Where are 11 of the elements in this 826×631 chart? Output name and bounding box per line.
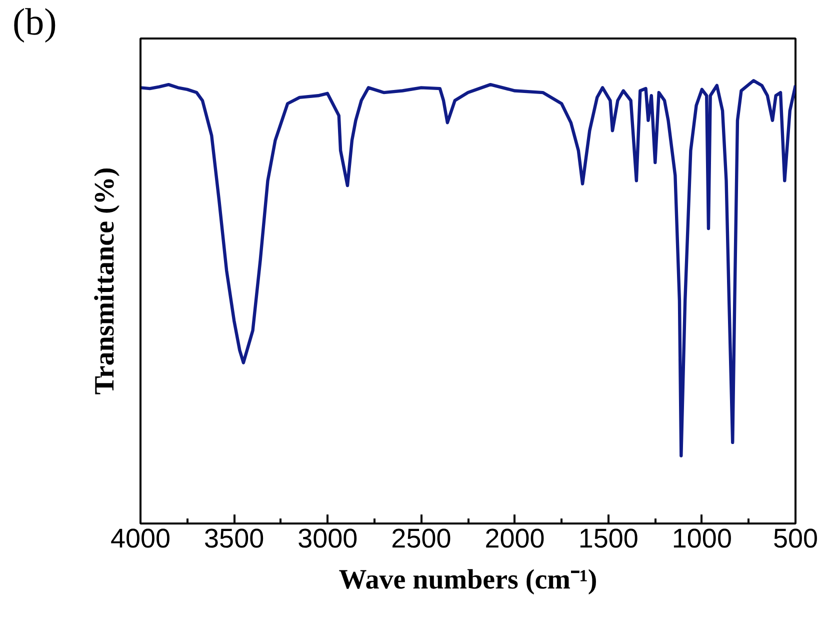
x-tick-label: 2000 (484, 524, 545, 554)
x-tick-label: 4000 (110, 524, 171, 554)
x-tick-label: 1000 (672, 524, 732, 554)
x-tick-label: 1500 (578, 524, 638, 554)
x-tick-label: 3500 (204, 524, 264, 554)
x-axis-title: Wave numbers (cm⁻¹) (338, 564, 598, 596)
x-tick-label: 2500 (391, 524, 452, 554)
x-tick-label: 3000 (298, 524, 358, 554)
x-tick-label: 500 (772, 524, 818, 554)
y-axis-title: Transmittance (%) (90, 167, 120, 395)
chart-title: (b) (12, 2, 57, 44)
